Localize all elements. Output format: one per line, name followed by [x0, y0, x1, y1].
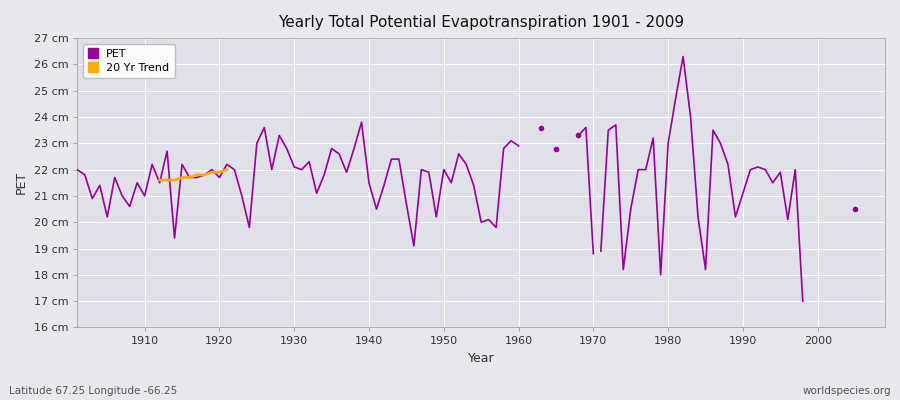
- Text: worldspecies.org: worldspecies.org: [803, 386, 891, 396]
- Text: Latitude 67.25 Longitude -66.25: Latitude 67.25 Longitude -66.25: [9, 386, 177, 396]
- Title: Yearly Total Potential Evapotranspiration 1901 - 2009: Yearly Total Potential Evapotranspiratio…: [278, 15, 684, 30]
- X-axis label: Year: Year: [468, 352, 494, 365]
- Y-axis label: PET: PET: [15, 171, 28, 194]
- Legend: PET, 20 Yr Trend: PET, 20 Yr Trend: [83, 44, 175, 78]
